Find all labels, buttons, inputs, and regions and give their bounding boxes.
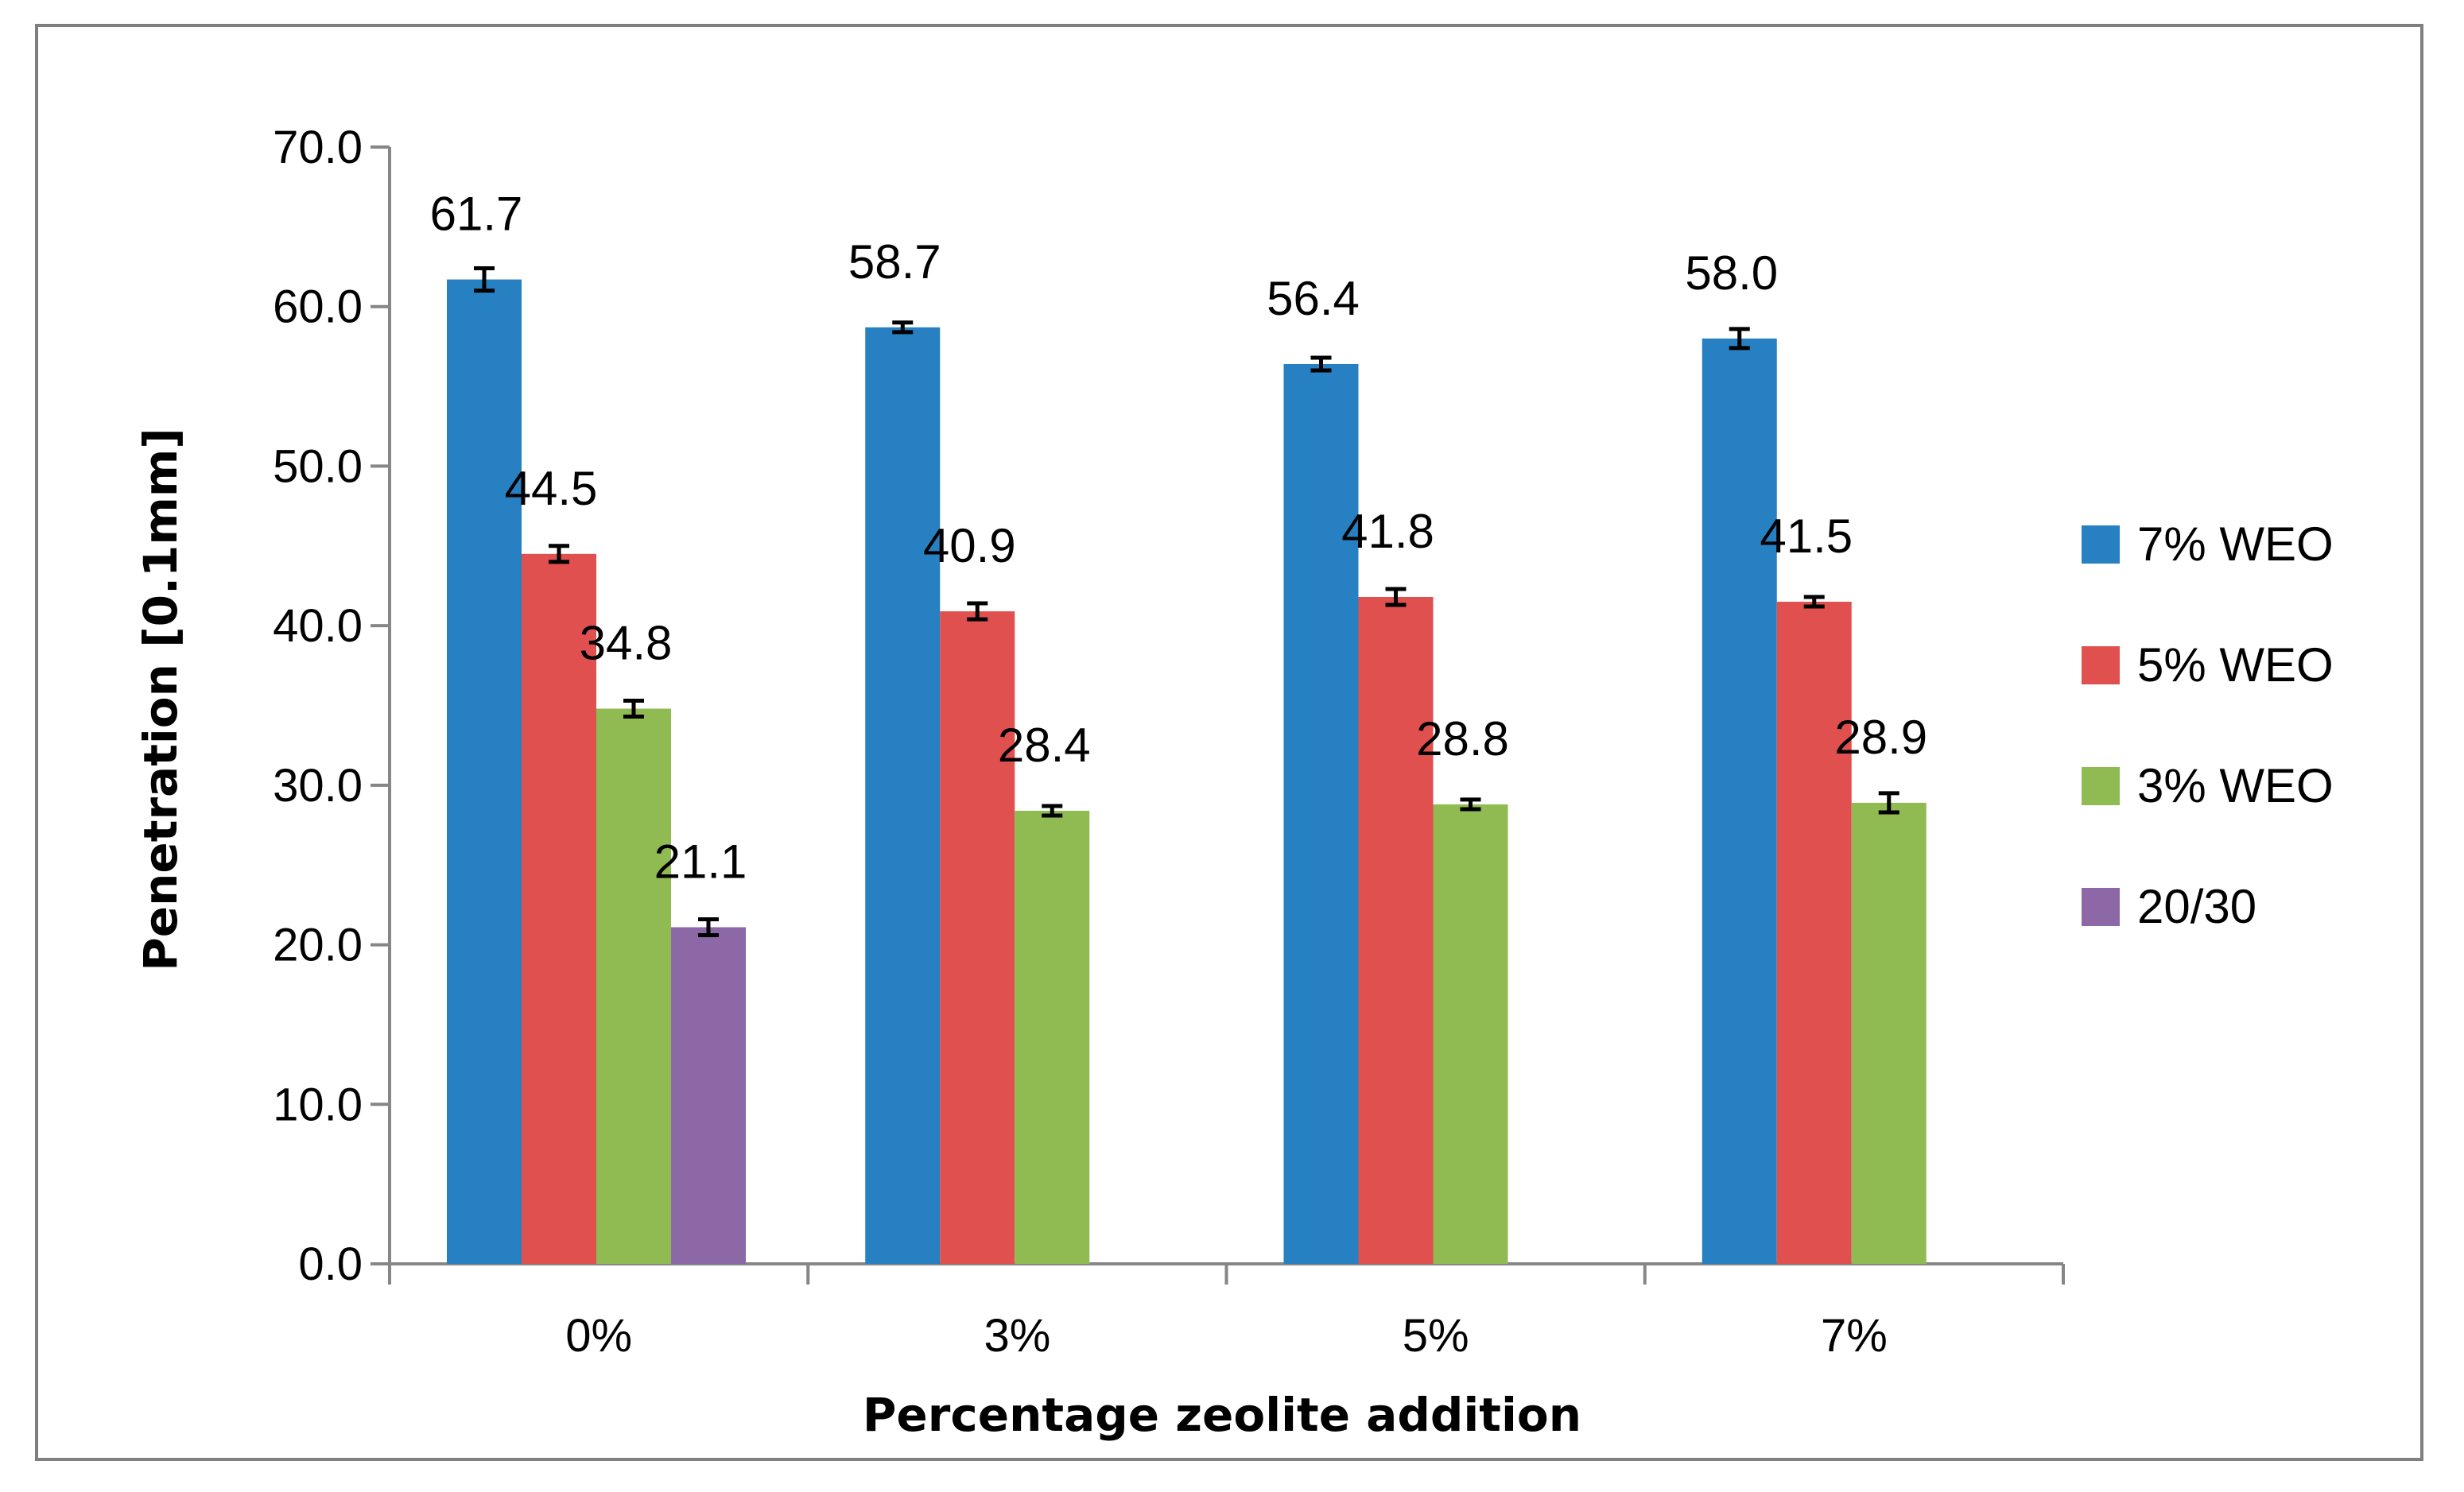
y-tick-label: 70.0: [273, 122, 363, 173]
x-tick-label: 5%: [1403, 1310, 1469, 1362]
legend-label: 5% WEO: [2137, 638, 2334, 692]
x-tick-label: 7%: [1821, 1310, 1888, 1362]
data-label: 56.4: [1267, 272, 1360, 325]
y-tick-label: 0.0: [298, 1238, 363, 1290]
y-tick-label: 10.0: [273, 1079, 363, 1130]
data-label: 58.7: [848, 235, 941, 289]
bar: [522, 553, 596, 1264]
data-label: 58.0: [1685, 246, 1778, 300]
x-axis: 0% 3% 5% 7%: [388, 1262, 2065, 1362]
y-tick-label: 20.0: [273, 920, 363, 971]
bar: [940, 611, 1015, 1264]
bar: [596, 708, 671, 1264]
x-tick-label: 0%: [565, 1310, 632, 1362]
bar: [1283, 363, 1359, 1264]
bar: [1851, 802, 1927, 1264]
legend-swatch: [2082, 525, 2120, 564]
data-label: 28.9: [1834, 711, 1927, 764]
x-tick-label: 3%: [984, 1310, 1050, 1362]
y-tick-label: 30.0: [273, 760, 363, 812]
y-tick-label: 60.0: [273, 281, 363, 333]
data-label: 21.1: [654, 835, 747, 888]
bar: [447, 279, 522, 1264]
bar: [1433, 804, 1508, 1264]
data-label: 34.8: [580, 617, 673, 670]
bar: [1702, 338, 1777, 1264]
data-label: 61.7: [430, 188, 523, 241]
bar: [671, 927, 746, 1264]
legend-swatch: [2082, 646, 2120, 684]
legend-label: 3% WEO: [2137, 759, 2334, 812]
y-tick-label: 50.0: [273, 440, 363, 492]
bar: [1776, 602, 1852, 1264]
bar: [865, 327, 941, 1264]
data-label: 28.8: [1416, 712, 1509, 765]
data-label: 28.4: [998, 719, 1091, 772]
data-label: 44.5: [505, 462, 598, 515]
legend: 7% WEO 5% WEO 3% WEO 20/30: [2082, 517, 2334, 933]
y-axis: 0.0 10.0 20.0 30.0 40.0 50.0 60.0 70.0: [273, 122, 391, 1290]
data-label: 40.9: [923, 519, 1016, 572]
y-tick-label: 40.0: [273, 600, 363, 652]
data-label: 41.8: [1341, 505, 1434, 558]
bar: [1015, 810, 1090, 1264]
legend-label: 20/30: [2137, 880, 2256, 933]
bars: [447, 266, 1927, 1264]
chart-frame: [35, 24, 2423, 1461]
legend-swatch: [2082, 888, 2120, 926]
y-axis-title: Penetration [0.1mm]: [134, 428, 188, 971]
legend-swatch: [2082, 767, 2120, 805]
legend-label: 7% WEO: [2137, 517, 2334, 571]
x-axis-title: Percentage zeolite addition: [863, 1388, 1581, 1442]
data-labels: 61.7 44.5 34.8 21.1 58.7 40.9 28.4 56.4 41.8 28.8…: [430, 188, 1928, 889]
data-label: 41.5: [1760, 510, 1853, 563]
bar: [1358, 597, 1434, 1264]
